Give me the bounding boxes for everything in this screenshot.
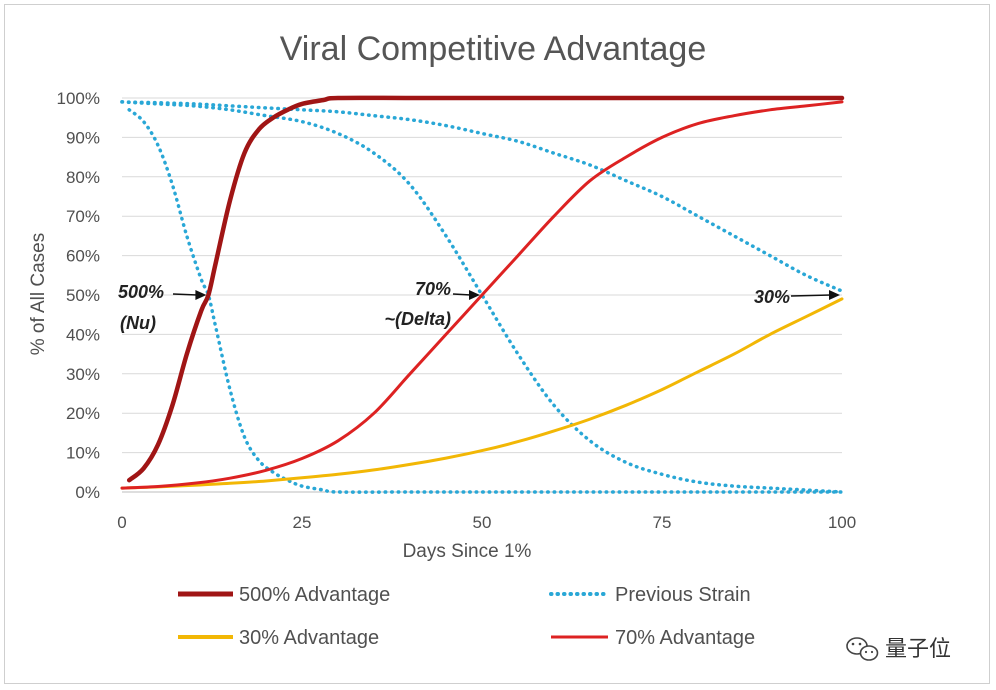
legend-label-previous: Previous Strain [615,584,751,606]
annotation-30-value: 30% [754,287,790,307]
arrow-line-2 [790,294,832,297]
legend-item-70: 70% Advantage [551,627,755,649]
series-70-advantage [120,100,844,490]
arrow-line-0 [172,293,198,296]
chart-title: Viral Competitive Advantage [280,30,707,68]
legend-label-30: 30% Advantage [239,627,379,649]
annotation-70: 70% ~(Delta) [384,279,451,329]
chart-frame: Viral Competitive Advantage 0% 10% 20% 30% 4… [4,4,990,684]
y-tick-label: 50% [66,286,100,305]
legend-label-500: 500% Advantage [239,584,390,606]
y-tick-label: 80% [66,168,100,187]
y-tick-label: 40% [66,325,100,344]
series-previous-strain-0 [127,108,844,494]
series-lines [120,95,845,494]
watermark-text: 量子位 [885,636,951,661]
x-tick-label: 0 [117,513,126,532]
y-tick-labels: 0% 10% 20% 30% 40% 50% 60% 70% 80% 90% 100% [57,89,100,502]
y-tick-label: 70% [66,207,100,226]
x-tick-label: 50 [473,513,492,532]
x-axis-label: Days Since 1% [403,541,532,562]
annotation-70-value: 70% [415,279,451,299]
annotation-500: 500% (Nu) [118,282,164,333]
y-tick-label: 90% [66,128,100,147]
series-30-advantage [120,297,844,490]
annotation-500-value: 500% [118,282,164,302]
arrow-head-0 [195,290,207,300]
y-tick-label: 10% [66,444,100,463]
y-tick-label: 0% [75,483,100,502]
arrow-head-1 [469,290,480,300]
series-previous-strain-2 [120,100,844,293]
legend-item-previous: Previous Strain [549,584,751,606]
arrow-line-1 [452,293,472,296]
x-tick-label: 75 [653,513,672,532]
annotation-500-strain: (Nu) [120,313,156,333]
x-tick-labels: 0 25 50 75 100 [117,513,856,532]
y-tick-label: 60% [66,247,100,266]
arrow-head-2 [829,290,840,300]
chart-svg: Viral Competitive Advantage 0% 10% 20% 30% 4… [28,30,951,661]
wechat-icon [846,637,879,661]
annotation-arrows [172,290,840,300]
y-tick-label: 100% [57,89,100,108]
y-axis-label: % of All Cases [28,233,49,356]
annotation-30: 30% [754,287,790,307]
y-tick-label: 30% [66,365,100,384]
series-500-advantage [126,95,845,483]
legend: 500% Advantage Previous Strain 30% Advan… [178,584,755,649]
annotation-70-strain: ~(Delta) [384,309,451,329]
watermark: 量子位 [846,636,951,661]
legend-item-30: 30% Advantage [178,627,379,649]
legend-item-500: 500% Advantage [178,584,390,606]
legend-label-70: 70% Advantage [615,627,755,649]
y-tick-label: 20% [66,404,100,423]
x-tick-label: 100 [828,513,856,532]
x-tick-label: 25 [293,513,312,532]
